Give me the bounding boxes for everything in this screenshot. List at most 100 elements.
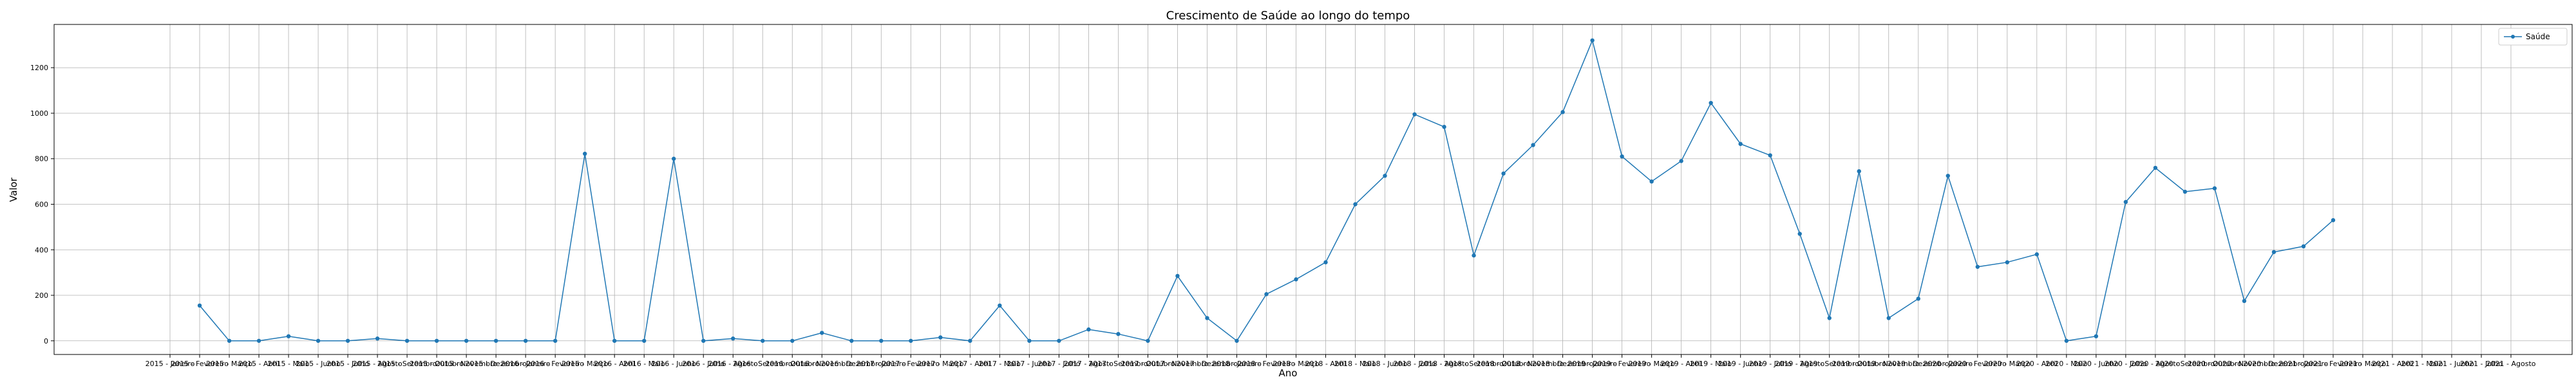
x-tick-label: 2016 - Julho (682, 360, 724, 368)
x-tick-label: 2019 - Maio (1690, 360, 1732, 368)
data-point (493, 338, 498, 343)
data-point (434, 338, 439, 343)
x-tick-label: 2021 - Janeiro (2279, 360, 2329, 368)
data-point (1768, 153, 1772, 158)
x-tick-label: 2019 - Fevereiro (1593, 360, 1651, 368)
data-point (1649, 179, 1654, 184)
x-tick-label: 2017 - Abril (949, 360, 990, 368)
x-tick-label: 2021 - Abril (2372, 360, 2413, 368)
data-point (2212, 186, 2217, 190)
data-point (1738, 142, 1743, 146)
x-tick-label: 2015 - Janeiro (146, 360, 195, 368)
data-point (1797, 232, 1802, 236)
data-point (1264, 292, 1269, 297)
data-point (1916, 297, 1920, 301)
x-tick-label: 2019 - Dezembro (1888, 360, 1949, 368)
data-point (2271, 250, 2277, 254)
x-tick-label: 2016 - Setembro (733, 360, 793, 368)
data-point (731, 336, 735, 341)
x-tick-label: 2019 - Julho (1749, 360, 1792, 368)
x-tick-label: 2016 - Novembro (791, 360, 853, 368)
x-tick-label: 2018 - Maio (1334, 360, 1376, 368)
data-point (761, 338, 765, 343)
grid (54, 24, 2572, 354)
chart-title: Crescimento de Saúde ao longo do tempo (1166, 9, 1410, 23)
x-tick-label: 2019 - Outubro (1832, 360, 1886, 368)
x-axis-label: Ano (1279, 367, 1298, 379)
data-point (1501, 171, 1506, 176)
x-tick-label: 2017 - Dezembro (1177, 360, 1238, 368)
data-point (1975, 264, 1980, 269)
data-point (2034, 252, 2039, 257)
data-point (1175, 273, 1180, 279)
x-tick-label: 2020 - Setembro (2155, 360, 2215, 368)
data-point (375, 336, 380, 341)
data-point (2331, 218, 2336, 223)
x-tick-label: 2018 - Fevereiro (1238, 360, 1296, 368)
data-point (1679, 159, 1683, 163)
data-point (2005, 260, 2009, 264)
x-tick-label: 2015 - Julho (327, 360, 369, 368)
data-point (2094, 334, 2099, 338)
data-point (820, 331, 824, 335)
data-point (2064, 338, 2069, 343)
x-tick-label: 2017 - Janeiro (857, 360, 906, 368)
x-tick-label: 2015 - Junho (296, 360, 341, 368)
x-tick-label: 2020 - Maio (2045, 360, 2087, 368)
x-tick-label: 2020 - Fevereiro (1949, 360, 2007, 368)
data-point (968, 338, 972, 343)
x-tick-label: 2015 - Maio (268, 360, 310, 368)
data-point (1827, 316, 1832, 320)
x-tick-label: 2020 - Novembro (2213, 360, 2275, 368)
data-point (2153, 165, 2158, 170)
data-point (1383, 174, 1387, 178)
data-point (612, 338, 617, 343)
x-tick-label: 2018 - Junho (1363, 360, 1408, 368)
x-tick-label: 2015 - Setembro (377, 360, 437, 368)
x-tick-label: 2015 - Abril (238, 360, 279, 368)
data-point (1086, 327, 1091, 332)
x-tick-label: 2018 - Julho (1394, 360, 1436, 368)
data-point (1620, 154, 1624, 159)
data-point (909, 338, 913, 343)
x-tick-label: 2018 - Novembro (1502, 360, 1564, 368)
x-tick-label: 2019 - Agosto (1775, 360, 1824, 368)
legend-box (2498, 28, 2568, 46)
data-point (1412, 112, 1417, 116)
x-tick-label: 2015 - Fevereiro (171, 360, 229, 368)
x-tick-label: 2015 - Outubro (410, 360, 464, 368)
plot-frame (53, 24, 2573, 355)
y-tick-label: 800 (35, 155, 48, 163)
data-point (256, 338, 261, 343)
data-point (2123, 199, 2128, 205)
data-point (2183, 189, 2188, 194)
data-point (998, 303, 1002, 308)
y-tick-label: 0 (44, 337, 48, 345)
data-point (672, 156, 676, 161)
x-tick-label: 2016 - Janeiro (501, 360, 551, 368)
x-tick-label: 2020 - Julho (2105, 360, 2147, 368)
x-tick-label: 2018 - Agosto (1419, 360, 1469, 368)
x-tick-label: 2020 - Abril (2016, 360, 2058, 368)
x-tick-label: 2021 - Junho (2429, 360, 2474, 368)
data-point (1560, 110, 1565, 115)
data-point (197, 303, 202, 308)
data-point (1146, 338, 1150, 343)
data-point (1531, 143, 1535, 147)
x-tick-label: 2015 - Março (206, 360, 253, 368)
x-tick-label: 2017 - Agosto (1064, 360, 1113, 368)
data-point (701, 338, 706, 343)
x-tick-label: 2019 - Junho (1718, 360, 1763, 368)
data-point (2301, 244, 2306, 249)
y-axis-label: Valor (8, 177, 19, 202)
data-point (1294, 277, 1298, 282)
data-point (345, 338, 350, 343)
x-tick-label: 2017 - Junho (1007, 360, 1052, 368)
data-point (316, 338, 321, 343)
x-tick-label: 2018 - Setembro (1444, 360, 1504, 368)
data-point (1235, 338, 1239, 343)
x-tick-label: 2018 - Outubro (1477, 360, 1531, 368)
x-tick-label: 2020 - Outubro (2188, 360, 2242, 368)
x-tick-label: 2017 - Fevereiro (882, 360, 940, 368)
